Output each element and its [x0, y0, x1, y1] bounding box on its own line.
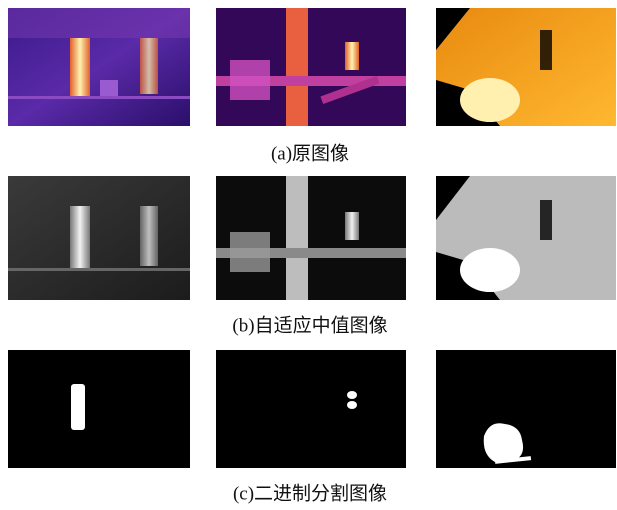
image-binary-2	[216, 350, 406, 468]
image-original-1	[8, 8, 190, 126]
caption: (c)二进制分割图像	[233, 482, 387, 504]
figure: (a)原图像 (b)自适应中值图像 (c)二进制分割图像	[0, 0, 617, 510]
caption: (a)原图像	[271, 142, 349, 164]
image-original-2	[216, 8, 406, 126]
image-original-3	[436, 8, 616, 126]
image-median-1	[8, 176, 190, 300]
image-binary-3	[436, 350, 616, 468]
image-binary-1	[8, 350, 190, 468]
caption: (b)自适应中值图像	[232, 314, 387, 336]
image-median-2	[216, 176, 406, 300]
image-median-3	[436, 176, 616, 300]
